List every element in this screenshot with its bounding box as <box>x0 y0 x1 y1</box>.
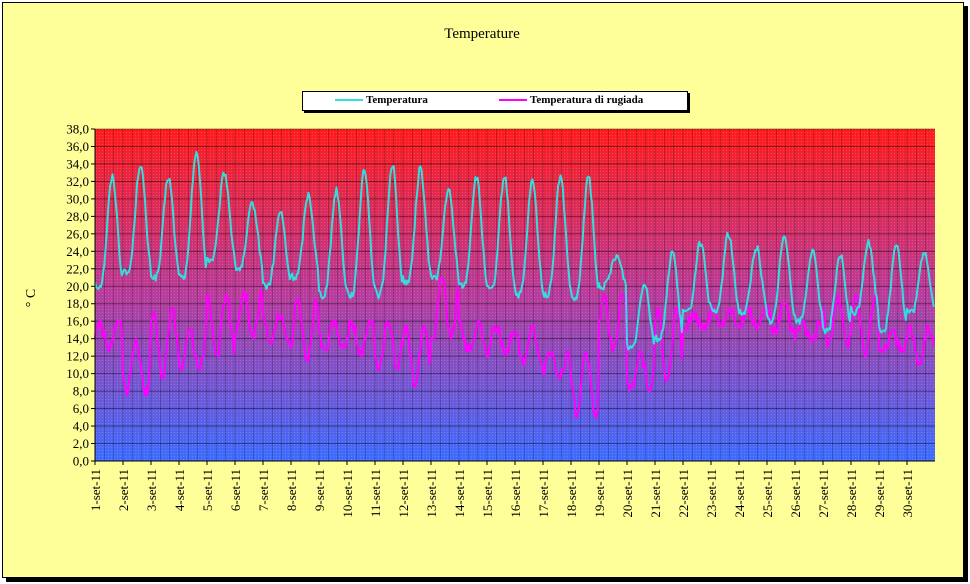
y-tick-label: 24,0 <box>66 244 89 259</box>
y-tick-label: 0,0 <box>73 454 89 469</box>
x-tick-label: 29-set-11 <box>872 469 887 518</box>
chart-title: Temperature <box>444 26 520 42</box>
legend-label-temperatura: Temperatura <box>366 94 428 106</box>
y-tick-label: 8,0 <box>73 384 89 399</box>
x-tick-label: 28-set-11 <box>844 469 859 518</box>
legend-label-rugiada: Temperatura di rugiada <box>530 94 644 106</box>
y-tick-label: 26,0 <box>66 226 89 241</box>
y-tick-label: 6,0 <box>73 401 89 416</box>
x-tick-label: 10-set-11 <box>340 469 355 518</box>
x-tick-label: 4-set-11 <box>172 469 187 511</box>
x-tick-label: 18-set-11 <box>564 469 579 518</box>
x-tick-label: 5-set-11 <box>200 469 215 511</box>
y-tick-label: 10,0 <box>66 366 89 381</box>
x-tick-label: 8-set-11 <box>284 469 299 511</box>
legend-swatch-rugiada <box>499 99 527 102</box>
x-tick-label: 26-set-11 <box>788 469 803 518</box>
x-tick-label: 27-set-11 <box>816 469 831 518</box>
series-line-temperatura-di-rugiada <box>94 276 935 419</box>
y-tick-label: 18,0 <box>66 296 89 311</box>
legend-item-temperatura: Temperatura <box>335 94 428 108</box>
x-tick-label: 22-set-11 <box>676 469 691 518</box>
x-tick-label: 9-set-11 <box>312 469 327 511</box>
y-tick-label: 28,0 <box>66 209 89 224</box>
y-tick-label: 14,0 <box>66 331 89 346</box>
y-tick-label: 30,0 <box>66 191 89 206</box>
y-tick-label: 32,0 <box>66 174 89 189</box>
y-tick-label: 36,0 <box>66 139 89 154</box>
x-tick-label: 23-set-11 <box>704 469 719 518</box>
x-tick-label: 12-set-11 <box>396 469 411 518</box>
x-tick-label: 1-set-11 <box>88 469 103 511</box>
x-tick-label: 13-set-11 <box>424 469 439 518</box>
x-tick-label: 20-set-11 <box>620 469 635 518</box>
y-tick-label: 2,0 <box>73 436 89 451</box>
x-tick-label: 6-set-11 <box>228 469 243 511</box>
y-tick-label: 12,0 <box>66 349 89 364</box>
y-tick-label: 38,0 <box>66 122 89 137</box>
x-tick-label: 3-set-11 <box>144 469 159 511</box>
chart-area: Temperature ° C 0,0 2,0 4,0 6,0 8,0 10,0 12,0 1… <box>2 2 964 578</box>
y-axis-label: ° C <box>24 289 39 307</box>
x-tick-label: 7-set-11 <box>256 469 271 511</box>
x-tick-label: 14-set-11 <box>452 469 467 518</box>
x-tick-label: 21-set-11 <box>648 469 663 518</box>
legend-swatch-temperatura <box>335 99 363 102</box>
y-tick-label: 20,0 <box>66 279 89 294</box>
x-tick-label: 30-set-11 <box>900 469 915 518</box>
plot-background-texture <box>95 129 935 461</box>
x-tick-label: 15-set-11 <box>480 469 495 518</box>
legend-item-rugiada: Temperatura di rugiada <box>499 94 643 108</box>
y-tick-label: 16,0 <box>66 314 89 329</box>
x-tick-label: 24-set-11 <box>732 469 747 518</box>
y-tick-label: 34,0 <box>66 156 89 171</box>
x-tick-label: 17-set-11 <box>536 469 551 518</box>
x-tick-label: 11-set-11 <box>368 469 383 517</box>
x-tick-label: 2-set-11 <box>116 469 131 511</box>
x-tick-label: 16-set-11 <box>508 469 523 518</box>
x-tick-label: 19-set-11 <box>592 469 607 518</box>
y-tick-label: 4,0 <box>73 419 89 434</box>
series-line-temperatura <box>94 151 935 351</box>
legend: Temperatura Temperatura di rugiada <box>302 91 688 111</box>
y-tick-label: 22,0 <box>66 261 89 276</box>
x-tick-label: 25-set-11 <box>760 469 775 518</box>
chart-svg: Temperature ° C 0,0 2,0 4,0 6,0 8,0 10,0 12,0 1… <box>24 26 935 518</box>
